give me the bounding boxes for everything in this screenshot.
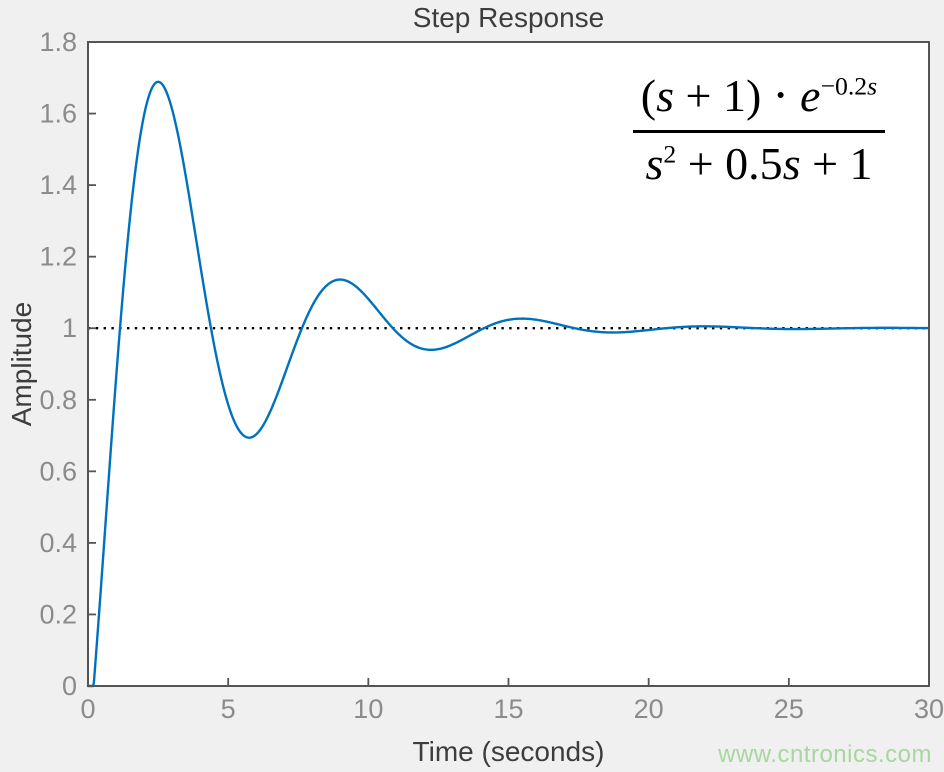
- y-tick-label: 0.6: [39, 456, 77, 486]
- equation-fragment: −0.2: [820, 71, 868, 101]
- y-tick-label: 1: [62, 313, 77, 343]
- transfer-function-denominator: s2 + 0.5s + 1: [633, 133, 885, 191]
- x-tick-label: 15: [493, 694, 523, 724]
- y-tick-label: 1.4: [39, 170, 77, 200]
- x-axis-label: Time (seconds): [412, 736, 605, 767]
- equation-fragment: s: [656, 70, 675, 121]
- y-tick-label: 0.2: [39, 599, 77, 629]
- equation-fragment: s: [645, 137, 664, 189]
- x-tick-label: 30: [914, 694, 944, 724]
- plot-area: [88, 42, 929, 686]
- y-tick-label: 0: [62, 671, 77, 701]
- equation-fragment: e: [800, 70, 821, 121]
- y-tick-label: 1.8: [39, 27, 77, 57]
- y-tick-label: 1.2: [39, 242, 77, 272]
- y-tick-label: 1.6: [39, 99, 77, 129]
- equation-fragment: s: [867, 71, 878, 101]
- transfer-function-annotation: (s + 1) ⋅ e−0.2s s2 + 0.5s + 1: [633, 70, 885, 191]
- watermark-text: www.cntronics.com: [718, 741, 932, 768]
- x-tick-label: 0: [80, 694, 95, 724]
- equation-fragment: s: [782, 137, 801, 189]
- equation-fragment: 2: [663, 139, 677, 169]
- equation-fragment: + 0.5: [676, 137, 783, 189]
- equation-fragment: + 1: [800, 137, 873, 189]
- x-tick-label: 20: [634, 694, 664, 724]
- y-tick-label: 0.4: [39, 528, 77, 558]
- y-axis-label: Amplitude: [6, 301, 37, 427]
- equation-fragment: + 1): [674, 70, 762, 121]
- x-tick-label: 25: [774, 694, 804, 724]
- plot-title: Step Response: [412, 2, 605, 33]
- x-tick-label: 10: [353, 694, 383, 724]
- response-curve: [86, 80, 931, 688]
- equation-fragment: ⋅: [761, 70, 801, 121]
- x-tick-label: 5: [221, 694, 236, 724]
- equation-fragment: (: [640, 70, 657, 121]
- transfer-function-numerator: (s + 1) ⋅ e−0.2s: [633, 70, 885, 133]
- y-tick-label: 0.8: [39, 385, 77, 415]
